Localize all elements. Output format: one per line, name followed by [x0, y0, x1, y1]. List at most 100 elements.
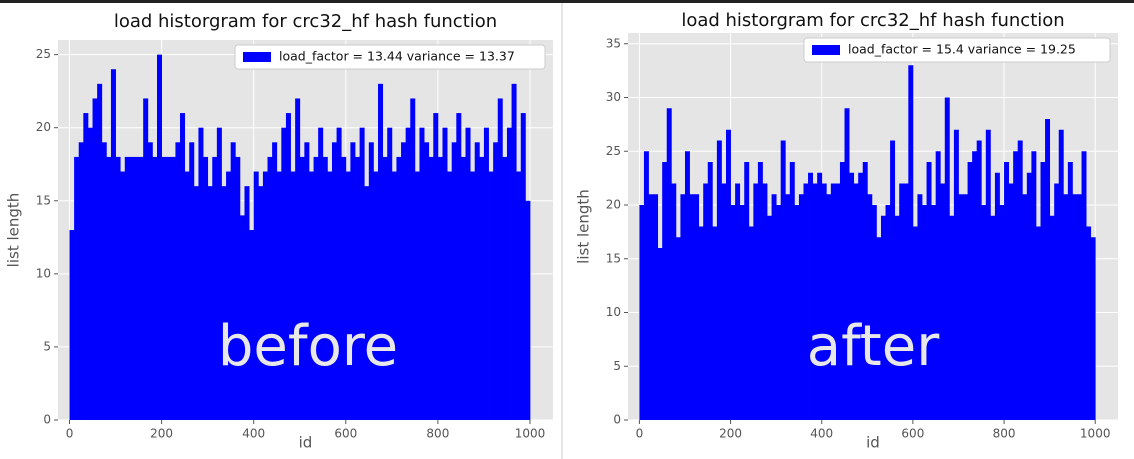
- bar: [999, 205, 1005, 420]
- bar: [262, 171, 268, 420]
- bar: [1008, 183, 1014, 420]
- bar: [184, 171, 190, 420]
- bar: [318, 127, 324, 420]
- bar: [684, 151, 690, 420]
- bar: [308, 171, 314, 420]
- bar: [871, 205, 877, 420]
- annotation: before: [218, 314, 398, 379]
- bar: [789, 162, 795, 420]
- chart-panel: 0 5 10 15 20 25 0 200 400 600 800 1000 before load hi…: [5, 11, 553, 452]
- x-axis-label: id: [866, 434, 880, 452]
- bar: [424, 142, 430, 421]
- bar: [639, 205, 645, 420]
- bar: [161, 156, 167, 420]
- bar: [258, 186, 264, 420]
- bar: [1086, 226, 1092, 420]
- bar: [1026, 172, 1032, 420]
- y-tick-label: 10: [606, 305, 621, 319]
- x-tick-label: 400: [810, 427, 833, 441]
- bar: [350, 142, 356, 421]
- bar: [994, 172, 1000, 420]
- bar: [479, 156, 485, 420]
- bar: [419, 127, 425, 420]
- bar: [451, 142, 457, 421]
- bar: [497, 98, 503, 420]
- bar: [1040, 162, 1046, 420]
- bar: [506, 127, 512, 420]
- bar: [739, 205, 745, 420]
- bar: [922, 205, 927, 420]
- legend-label: load_factor = 13.44 variance = 13.37: [279, 49, 515, 64]
- legend-swatch: [243, 52, 271, 62]
- bar: [844, 108, 850, 420]
- bar: [290, 171, 296, 420]
- x-tick-label: 600: [334, 427, 357, 441]
- bar: [707, 162, 713, 420]
- bar: [767, 215, 772, 420]
- bar: [675, 237, 681, 420]
- bar: [958, 194, 964, 420]
- bar: [244, 186, 250, 420]
- bar: [405, 127, 411, 420]
- bar: [849, 172, 855, 420]
- bar: [712, 226, 718, 420]
- bar: [1049, 215, 1055, 420]
- bar: [1035, 226, 1041, 420]
- y-tick-label: 25: [606, 144, 621, 158]
- bar: [794, 205, 800, 420]
- bar: [133, 156, 139, 420]
- bar: [821, 183, 827, 420]
- bar: [110, 69, 116, 420]
- bar: [876, 237, 882, 420]
- y-axis-label: list length: [575, 189, 593, 264]
- bar: [198, 127, 204, 420]
- bar: [437, 156, 443, 420]
- x-tick-label: 800: [426, 427, 449, 441]
- bar: [808, 172, 814, 420]
- bar: [74, 156, 80, 420]
- y-tick-label: 5: [613, 359, 621, 373]
- bar: [967, 162, 973, 420]
- bar: [212, 156, 218, 420]
- bar: [226, 171, 232, 420]
- bar: [771, 194, 777, 420]
- bar: [776, 205, 782, 420]
- bar: [1013, 151, 1019, 420]
- bar: [331, 142, 337, 421]
- bar: [69, 230, 75, 420]
- bar: [757, 162, 763, 420]
- legend-box: [803, 37, 1111, 63]
- bar: [106, 156, 112, 420]
- bar: [483, 127, 489, 420]
- bar: [355, 156, 361, 420]
- bar: [92, 98, 98, 420]
- y-tick-label: 15: [606, 251, 621, 265]
- bar: [364, 186, 370, 420]
- bar: [359, 127, 365, 420]
- bar: [835, 183, 841, 420]
- y-tick-label: 0: [43, 413, 51, 427]
- bar: [120, 171, 126, 420]
- bar: [230, 142, 236, 421]
- bar: [1081, 151, 1087, 420]
- bar: [396, 156, 402, 420]
- bar: [953, 129, 959, 420]
- bar: [694, 194, 700, 420]
- bar: [1031, 151, 1037, 420]
- bar: [671, 183, 677, 420]
- bar: [990, 215, 996, 420]
- bar: [826, 194, 832, 420]
- bar: [917, 194, 923, 420]
- bar: [373, 171, 379, 420]
- bar: [1022, 194, 1028, 420]
- bar: [281, 127, 287, 420]
- bar: [493, 142, 499, 421]
- bar: [944, 97, 950, 420]
- bar: [935, 151, 941, 420]
- bar: [949, 215, 955, 420]
- bar: [336, 127, 342, 420]
- bar: [235, 156, 241, 420]
- legend-box: [234, 44, 546, 70]
- bar: [465, 127, 471, 420]
- bar: [387, 127, 393, 420]
